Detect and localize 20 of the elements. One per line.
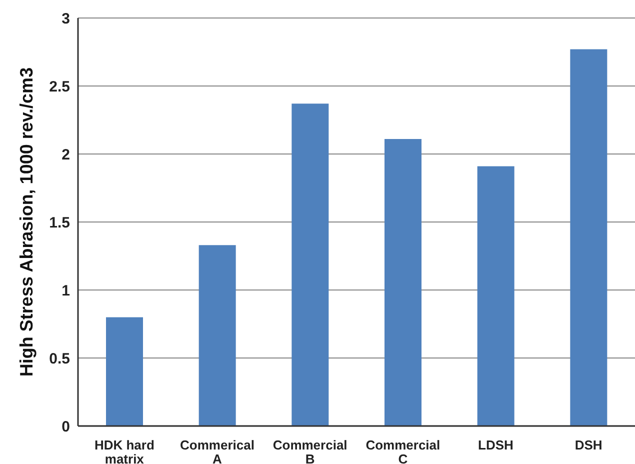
x-tick-label: Commerical A xyxy=(180,438,254,464)
bar xyxy=(292,104,329,426)
y-tick-label: 2 xyxy=(62,146,70,164)
bar xyxy=(106,317,143,426)
y-axis-title: High Stress Abrasion, 1000 rev./cm3 xyxy=(16,67,36,377)
y-tick-label: 1 xyxy=(62,282,70,300)
bar xyxy=(570,49,608,426)
y-tick-label: 0.5 xyxy=(49,350,70,368)
bar xyxy=(198,245,236,426)
y-tick-label: 3 xyxy=(62,10,70,28)
x-tick-label: Commercial C xyxy=(366,438,440,464)
y-tick-label: 2.5 xyxy=(49,78,70,96)
y-tick-label: 0 xyxy=(62,418,70,436)
x-tick-label: DSH xyxy=(574,438,602,453)
bar xyxy=(384,139,422,426)
bar xyxy=(477,166,514,426)
x-tick-label: Commercial B xyxy=(272,438,348,464)
x-tick-label: LDSH xyxy=(478,438,514,453)
x-tick-label: HDK hard matrix xyxy=(94,438,154,464)
y-tick-label: 1.5 xyxy=(49,214,70,232)
